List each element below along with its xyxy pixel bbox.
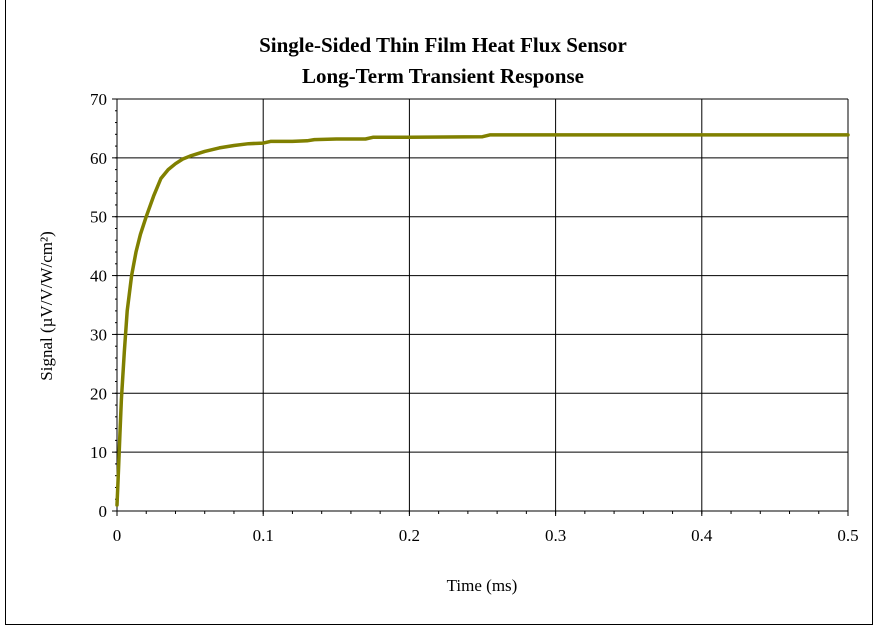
y-tick-label: 40 [90, 267, 107, 286]
chart-subtitle: Long-Term Transient Response [302, 64, 584, 88]
y-tick-label: 0 [99, 502, 108, 521]
series-line-0 [115, 133, 850, 507]
y-tick-label: 10 [90, 443, 107, 462]
chart-title: Single-Sided Thin Film Heat Flux Sensor [259, 33, 627, 57]
y-tick-label: 20 [90, 384, 107, 403]
x-tick-label: 0.2 [399, 526, 420, 545]
y-tick-label: 70 [90, 90, 107, 109]
tick-labels: 0 10 20 30 40 50 60 70 0 0.1 0.2 0.3 0.4 0.5 [90, 90, 859, 545]
chart-frame [5, 0, 873, 625]
x-tick-label: 0.4 [691, 526, 713, 545]
y-tick-label: 30 [90, 325, 107, 344]
series-group [115, 133, 850, 507]
axes [112, 98, 849, 516]
grid-lines [117, 98, 849, 511]
y-tick-label: 60 [90, 149, 107, 168]
x-tick-label: 0.5 [837, 526, 858, 545]
y-tick-label: 50 [90, 208, 107, 227]
x-tick-label: 0.1 [253, 526, 274, 545]
y-axis-label: Signal (µV/V/W/cm²) [37, 231, 56, 380]
x-tick-label: 0 [113, 526, 122, 545]
x-tick-label: 0.3 [545, 526, 566, 545]
x-axis-label: Time (ms) [447, 576, 518, 595]
